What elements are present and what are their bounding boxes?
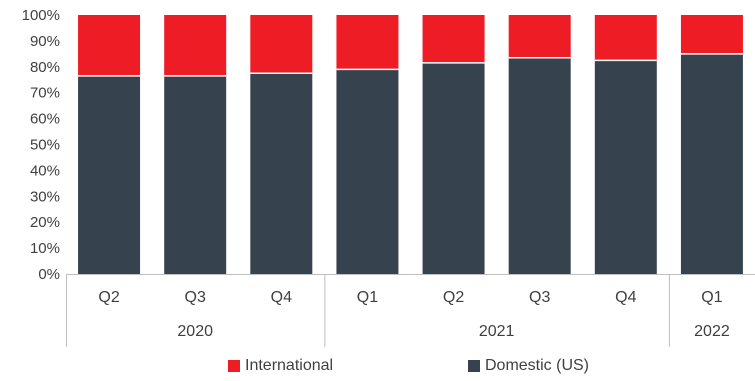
y-tick-label: 30% bbox=[30, 188, 60, 205]
legend-label-domestic: Domestic (US) bbox=[485, 357, 590, 374]
bar-international bbox=[164, 15, 227, 76]
legend-label-international: International bbox=[245, 357, 334, 374]
group-label: 2022 bbox=[694, 323, 730, 340]
x-tick-label: Q4 bbox=[271, 289, 292, 306]
y-tick-labels: 0% 10% 20% 30% 40% 50% 60% 70% 80% 90% 100% bbox=[22, 7, 60, 283]
y-tick-label: 10% bbox=[30, 240, 60, 257]
group-label: 2021 bbox=[479, 323, 515, 340]
x-tick-label: Q4 bbox=[615, 289, 636, 306]
legend: International Domestic (US) bbox=[0, 357, 755, 379]
y-tick-label: 100% bbox=[22, 7, 60, 24]
legend-item-domestic: Domestic (US) bbox=[468, 357, 589, 375]
bar-domestic bbox=[680, 53, 743, 274]
bar-domestic bbox=[422, 62, 485, 274]
y-tick-label: 90% bbox=[30, 33, 60, 50]
bar-international bbox=[422, 15, 485, 63]
x-tick-label: Q3 bbox=[529, 289, 550, 306]
y-tick-label: 80% bbox=[30, 59, 60, 76]
x-tick-label: Q1 bbox=[357, 289, 378, 306]
bar-international bbox=[250, 15, 313, 74]
x-tick-label: Q3 bbox=[185, 289, 206, 306]
bar-domestic bbox=[250, 73, 313, 275]
group-label: 2020 bbox=[177, 323, 213, 340]
bar-international bbox=[508, 15, 571, 58]
x-tick-label: Q2 bbox=[443, 289, 464, 306]
x-category-labels: 2020 2021 2022 Q2 Q3 Q4 Q1 Q2 Q3 Q4 Q1 bbox=[98, 289, 729, 340]
y-tick-label: 20% bbox=[30, 214, 60, 231]
legend-item-international: International bbox=[228, 357, 333, 375]
bar-domestic bbox=[594, 60, 657, 275]
bar-domestic bbox=[78, 75, 141, 275]
bars bbox=[78, 15, 743, 275]
bar-international bbox=[594, 15, 657, 61]
legend-swatch-international bbox=[228, 360, 240, 372]
bar-domestic bbox=[336, 69, 399, 274]
bar-international bbox=[680, 15, 743, 54]
bar-international bbox=[78, 15, 141, 76]
y-tick-label: 60% bbox=[30, 111, 60, 128]
y-tick-label: 70% bbox=[30, 85, 60, 102]
y-tick-label: 0% bbox=[38, 266, 60, 283]
axes bbox=[66, 274, 755, 347]
x-tick-label: Q2 bbox=[98, 289, 119, 306]
legend-swatch-domestic bbox=[468, 360, 480, 372]
bar-domestic bbox=[164, 75, 227, 275]
bar-international bbox=[336, 15, 399, 70]
x-tick-label: Q1 bbox=[701, 289, 722, 306]
y-tick-label: 50% bbox=[30, 137, 60, 154]
bar-domestic bbox=[508, 57, 571, 274]
y-tick-label: 40% bbox=[30, 162, 60, 179]
